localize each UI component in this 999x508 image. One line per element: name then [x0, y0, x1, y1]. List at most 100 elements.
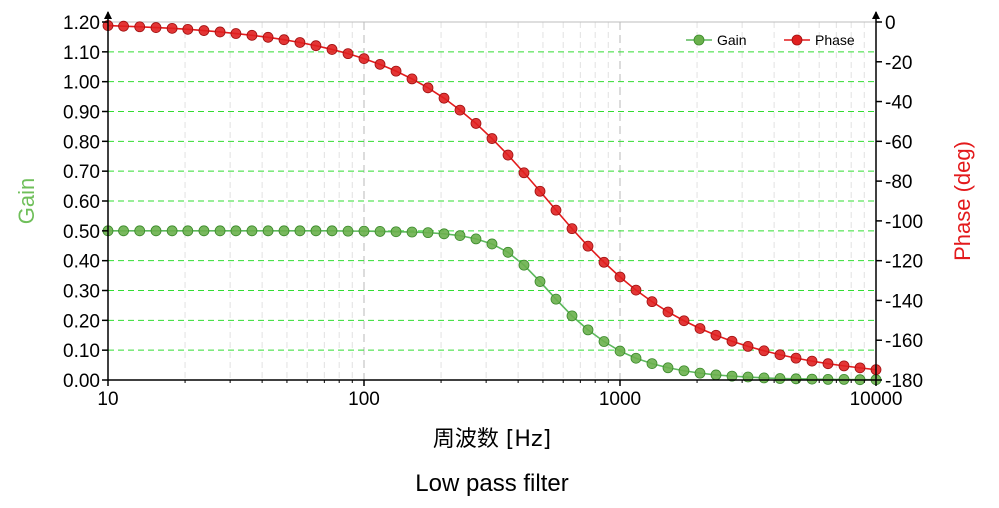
gain-point [550, 293, 562, 305]
gain-point [678, 365, 690, 377]
phase-point [150, 22, 162, 33]
gain-point [166, 225, 178, 237]
phase-point [598, 256, 610, 268]
gain-point [246, 225, 258, 237]
phase-point [166, 22, 178, 34]
y-right-tick-label: -40 [885, 93, 912, 114]
series-layer [102, 20, 882, 386]
phase-point [438, 92, 450, 104]
phase-point [662, 306, 674, 318]
y-left-tick-label: 0.10 [63, 341, 100, 362]
gain-point [710, 369, 722, 381]
y-right-tick-label: -180 [885, 371, 923, 392]
gain-point [662, 362, 674, 374]
gain-point [422, 227, 434, 239]
phase-point [774, 349, 786, 361]
phase-point [246, 29, 258, 41]
y-right-tick-label: -20 [885, 53, 912, 74]
phase-point [518, 167, 530, 179]
phase-point [310, 40, 322, 52]
gain-point [182, 225, 194, 237]
y-left-tick-label: 1.00 [63, 73, 100, 94]
phase-point [374, 58, 386, 70]
gain-line [108, 230, 876, 381]
phase-point [486, 133, 498, 144]
y-right-tick-label: -140 [885, 291, 923, 312]
legend-item-gain: Gain [686, 32, 747, 48]
phase-point [854, 362, 866, 374]
y-left-tick-label: 0.40 [63, 252, 100, 273]
gain-point [486, 238, 498, 250]
phase-point [790, 352, 802, 364]
phase-point [422, 82, 434, 94]
y-right-tick-label: -100 [885, 212, 923, 233]
gain-point [774, 373, 786, 384]
phase-point [582, 240, 594, 252]
y-right-tick-label: 0 [885, 13, 896, 34]
phase-point [278, 34, 290, 46]
grid [108, 22, 876, 380]
phase-point [358, 53, 370, 64]
phase-point [710, 329, 722, 341]
gain-point [390, 226, 402, 238]
legend-item-phase: Phase [784, 32, 855, 48]
legend-label: Phase [815, 32, 855, 48]
legend: Gain Phase [686, 32, 855, 48]
phase-point [614, 271, 626, 283]
phase-point [758, 345, 770, 357]
x-tick-label: 100 [348, 389, 380, 410]
phase-point [838, 360, 850, 372]
gain-point [646, 358, 658, 369]
y-left-tick-label: 1.20 [63, 13, 100, 34]
y-right-tick-label: -160 [885, 331, 923, 352]
gain-point [630, 352, 642, 364]
legend-label: Gain [717, 32, 747, 48]
gain-point [518, 259, 530, 271]
x-tick-label: 10000 [850, 389, 903, 410]
y-right-tick-label: -120 [885, 252, 923, 273]
phase-point [566, 223, 578, 235]
phase-point [182, 23, 194, 35]
axes: 0.00 0.10 0.20 0.30 0.40 0.50 0.60 0.70 0.80 0.90… [63, 11, 923, 410]
y-left-tick-label: 0.90 [63, 103, 100, 124]
x-tick-label: 1000 [599, 389, 641, 410]
gain-point [566, 310, 578, 322]
series-phase [102, 20, 882, 376]
legend-swatch-marker [693, 34, 705, 46]
gain-point [230, 225, 242, 237]
gain-point [358, 225, 370, 237]
phase-point [678, 315, 690, 327]
y-right-tick-label: -80 [885, 172, 912, 193]
phase-point [806, 355, 818, 367]
gain-point [438, 228, 450, 240]
y-left-axis-arrow [104, 11, 112, 19]
y-right-axis-title: Phase (deg) [950, 141, 975, 261]
phase-point [822, 358, 834, 370]
phase-point [502, 149, 514, 161]
phase-point [134, 21, 146, 33]
y-right-tick-label: -60 [885, 132, 912, 153]
phase-point [630, 284, 642, 296]
y-left-tick-label: 0.30 [63, 282, 100, 303]
phase-point [118, 20, 129, 32]
y-left-axis-title: Gain [14, 178, 39, 224]
gain-point [758, 372, 770, 384]
gain-point [278, 225, 290, 237]
y-left-tick-label: 1.10 [63, 43, 100, 64]
phase-point [230, 28, 242, 39]
phase-point [326, 44, 338, 55]
phase-point [694, 323, 706, 334]
phase-point [742, 340, 754, 352]
phase-point [534, 185, 546, 197]
phase-point [342, 48, 354, 60]
phase-point [406, 73, 418, 85]
series-gain [102, 225, 882, 386]
gain-point [134, 225, 146, 237]
phase-point [294, 37, 306, 48]
phase-point [550, 204, 562, 216]
legend-swatch-marker [791, 34, 803, 46]
gain-point [406, 226, 418, 238]
phase-point [262, 31, 274, 43]
gain-point [342, 225, 354, 237]
